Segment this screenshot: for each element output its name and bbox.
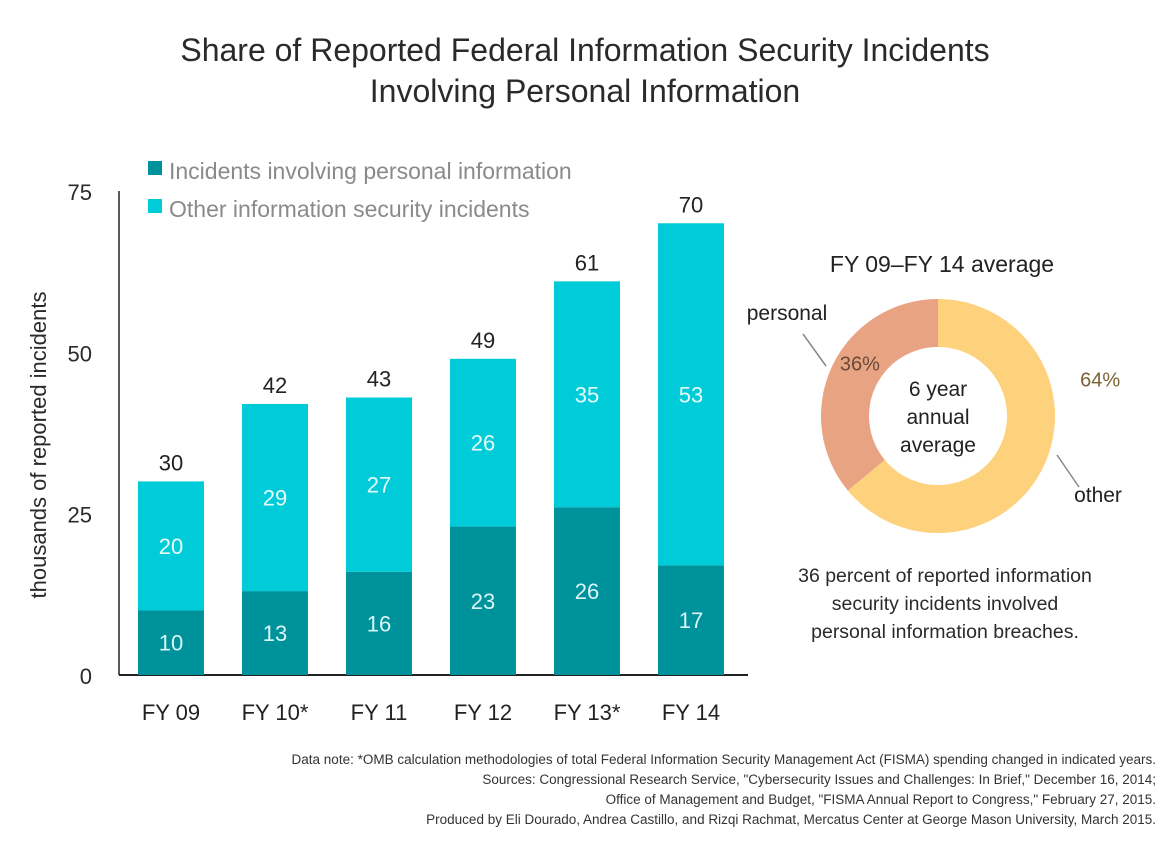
stacked-bar-chart: 0 25 50 75 thousands of reported incidents 10… [26, 158, 748, 725]
label-personal-4: 26 [575, 579, 599, 604]
summary-line-2: security incidents involved [831, 593, 1059, 615]
bar-personal-3 [450, 526, 516, 675]
donut-chart: FY 09–FY 14 average 6 year annual average 36… [747, 251, 1122, 533]
label-personal-5: 17 [679, 608, 703, 633]
label-other-4: 35 [575, 382, 599, 407]
legend-label-other: Other information security incidents [169, 196, 530, 222]
credit-line: Produced by Eli Dourado, Andrea Castillo… [426, 812, 1156, 827]
label-personal-1: 13 [263, 621, 287, 646]
label-other-0: 20 [159, 534, 183, 559]
bar-other-0 [138, 481, 204, 611]
label-total-2: 43 [367, 367, 391, 392]
label-total-0: 30 [159, 450, 183, 475]
summary-line-3: personal information breaches. [811, 621, 1079, 643]
source-line-1: Sources: Congressional Research Service,… [482, 772, 1156, 787]
label-total-3: 49 [471, 328, 495, 353]
leader-line-personal [802, 333, 827, 367]
x-tick-label-1: FY 10* [242, 700, 309, 725]
donut-center-label-1: annual [906, 406, 969, 429]
source-line-2: Office of Management and Budget, "FISMA … [605, 792, 1156, 807]
chart-title: Share of Reported Federal Information Se… [0, 30, 1170, 112]
x-tick-label-5: FY 14 [662, 700, 720, 725]
label-personal-0: 10 [159, 631, 183, 656]
leader-line-other [1056, 454, 1080, 488]
bar-personal-0 [138, 610, 204, 675]
legend: Incidents involving personal information… [148, 158, 572, 222]
legend-label-personal: Incidents involving personal information [169, 158, 572, 184]
label-total-5: 70 [679, 192, 703, 217]
source-notes: Data note: *OMB calculation methodologie… [6, 750, 1156, 830]
label-other-1: 29 [263, 486, 287, 511]
y-tick-label: 50 [68, 341, 92, 366]
chart-title-line-2: Involving Personal Information [369, 73, 801, 109]
x-tick-label-3: FY 12 [454, 700, 512, 725]
bar-other-2 [346, 397, 412, 572]
label-total-4: 61 [575, 250, 599, 275]
donut-center-label-2: average [900, 434, 976, 457]
donut-slice-personal [821, 299, 938, 491]
bar-other-3 [450, 358, 516, 527]
y-axis-label: thousands of reported incidents [26, 292, 51, 599]
donut-slice-other [847, 299, 1056, 533]
y-tick-label: 75 [68, 180, 92, 205]
bar-other-5 [658, 223, 724, 566]
bar-other-4 [554, 281, 620, 508]
summary-line-1: 36 percent of reported information [798, 565, 1092, 587]
donut-title: FY 09–FY 14 average [830, 251, 1054, 277]
donut-label-personal: personal [747, 302, 828, 325]
donut-center-label-0: 6 year [909, 378, 967, 401]
chart-title-line-1: Share of Reported Federal Information Se… [180, 32, 990, 68]
x-tick-label-4: FY 13* [554, 700, 621, 725]
legend-swatch-personal [148, 161, 162, 175]
label-other-2: 27 [367, 473, 391, 498]
summary-text: 36 percent of reported information secur… [750, 562, 1140, 646]
y-tick-label: 25 [68, 503, 92, 528]
x-tick-label-0: FY 09 [142, 700, 200, 725]
data-note: Data note: *OMB calculation methodologie… [291, 752, 1156, 767]
donut-label-other: other [1074, 484, 1122, 507]
label-personal-2: 16 [367, 611, 391, 636]
bar-personal-5 [658, 565, 724, 675]
legend-swatch-other [148, 199, 162, 213]
x-tick-label-2: FY 11 [351, 700, 408, 725]
label-other-3: 26 [471, 431, 495, 456]
label-total-1: 42 [263, 373, 287, 398]
y-tick-label: 0 [80, 664, 92, 689]
donut-value-personal: 36% [840, 353, 880, 375]
donut-value-other: 64% [1080, 370, 1120, 392]
label-other-5: 53 [679, 382, 703, 407]
bar-personal-1 [242, 591, 308, 675]
label-personal-3: 23 [471, 589, 495, 614]
bar-other-1 [242, 403, 308, 592]
bar-personal-4 [554, 507, 620, 675]
bar-personal-2 [346, 571, 412, 675]
